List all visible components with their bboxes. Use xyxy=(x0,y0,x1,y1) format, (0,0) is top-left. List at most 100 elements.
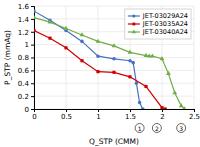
chart: 00.511.522.500.20.40.60.811.21.41.6123JE… xyxy=(0,0,200,147)
y-tick: 0.6 xyxy=(18,67,34,75)
y-tick-label: 1 xyxy=(25,41,29,49)
y-grid-line xyxy=(34,70,194,71)
y-tick: 0.4 xyxy=(18,80,34,88)
point xyxy=(160,56,165,60)
point xyxy=(96,70,99,73)
x-axis-line xyxy=(35,110,195,113)
x-tick-label: 2 xyxy=(160,113,164,121)
annotations: 1 2 3 xyxy=(135,124,186,133)
x-tick: 0.5 xyxy=(61,109,72,121)
point xyxy=(112,57,116,61)
y-tick-mark xyxy=(31,19,34,20)
point xyxy=(160,106,163,109)
y-tick-label: 0.6 xyxy=(18,67,30,75)
annotation-text: 1 xyxy=(138,125,142,132)
annotation-circle xyxy=(177,124,186,133)
point xyxy=(150,53,155,57)
annotation-circle xyxy=(135,124,144,133)
point xyxy=(131,61,135,65)
y-tick: 1.4 xyxy=(18,16,34,24)
point xyxy=(96,54,100,58)
x-tick-label: 0.5 xyxy=(61,113,72,121)
legend-symbol xyxy=(132,23,135,26)
legend: JET-03029A24JET-03035A24JET-03040A24 xyxy=(125,9,191,39)
x-tick-label: 0 xyxy=(32,113,36,121)
point xyxy=(112,71,115,74)
x-tick: 2 xyxy=(160,109,164,121)
point xyxy=(48,19,53,23)
point xyxy=(80,32,85,36)
point xyxy=(80,40,84,44)
point xyxy=(144,85,147,88)
x-tick-mark xyxy=(130,109,131,112)
y-tick: 0.8 xyxy=(18,54,34,62)
y-tick-label: 0.4 xyxy=(18,80,30,88)
x-tick-label: 2.5 xyxy=(189,113,200,121)
point xyxy=(128,50,133,54)
y-tick-mark xyxy=(31,109,34,110)
point xyxy=(64,46,67,49)
legend-line xyxy=(128,15,140,16)
point xyxy=(182,106,187,109)
point xyxy=(138,101,142,105)
point xyxy=(64,26,69,30)
x-tick: 0 xyxy=(32,109,36,121)
y-tick-label: 0.8 xyxy=(18,54,29,62)
y-tick-mark xyxy=(31,70,34,71)
legend-symbol xyxy=(132,30,136,34)
point xyxy=(112,43,117,47)
point xyxy=(166,71,171,75)
point xyxy=(48,37,51,40)
point xyxy=(34,29,36,32)
y-tick-mark xyxy=(31,6,34,7)
x-tick: 1.5 xyxy=(125,109,136,121)
point xyxy=(172,90,177,94)
y-axis: 0 0.2 0.4 0.6 0.8 1 1.2 1.4 1.6 xyxy=(18,3,35,114)
x-tick: 1 xyxy=(96,109,100,121)
x-tick-mark xyxy=(66,109,67,112)
y-tick: 0 xyxy=(25,106,34,114)
y-tick-label: 1.2 xyxy=(18,28,29,36)
y-tick: 1.2 xyxy=(18,28,34,36)
annotation-text: 2 xyxy=(155,125,159,132)
y-tick: 1 xyxy=(25,41,34,49)
x-tick-mark xyxy=(98,109,99,112)
point xyxy=(179,103,184,107)
y-tick-mark xyxy=(31,83,34,84)
y-axis-title: P_STP (mmAq) xyxy=(3,30,12,85)
x-tick-mark xyxy=(162,109,163,112)
legend-label: JET-03035A24 xyxy=(142,20,188,28)
legend-label: JET-03040A24 xyxy=(142,28,188,36)
plot: 00.511.522.500.20.40.60.811.21.41.6123JE… xyxy=(18,3,200,133)
point xyxy=(164,107,167,109)
grid xyxy=(34,6,194,109)
y-tick: 0.2 xyxy=(18,93,34,101)
x-axis: 0 0.5 1 1.5 2 2.5 xyxy=(32,109,200,121)
series-line xyxy=(34,30,165,109)
annotation-text: 3 xyxy=(179,125,183,132)
point xyxy=(141,107,145,109)
y-tick-mark xyxy=(31,32,34,33)
y-tick-label: 0.2 xyxy=(18,93,29,101)
y-axis-line xyxy=(31,7,35,110)
y-grid-line xyxy=(34,6,194,7)
legend-symbol xyxy=(132,14,135,17)
x-tick-label: 1 xyxy=(96,113,100,121)
y-tick-label: 0 xyxy=(25,106,29,114)
y-grid-line xyxy=(34,96,194,97)
y-grid-line xyxy=(34,83,194,84)
legend-box xyxy=(125,9,191,39)
legend-label: JET-03029A24 xyxy=(142,12,188,20)
y-tick-mark xyxy=(31,45,34,46)
x-tick-label: 1.5 xyxy=(125,113,136,121)
point xyxy=(128,75,131,78)
y-tick-label: 1.6 xyxy=(18,3,30,11)
x-axis-title: Q_STP (CMM) xyxy=(89,137,139,146)
point xyxy=(80,59,83,62)
point xyxy=(128,59,132,63)
legend-line xyxy=(128,23,140,24)
point xyxy=(96,39,101,43)
point xyxy=(34,15,36,19)
x-tick-mark xyxy=(194,109,195,112)
y-tick-label: 1.4 xyxy=(18,16,30,24)
